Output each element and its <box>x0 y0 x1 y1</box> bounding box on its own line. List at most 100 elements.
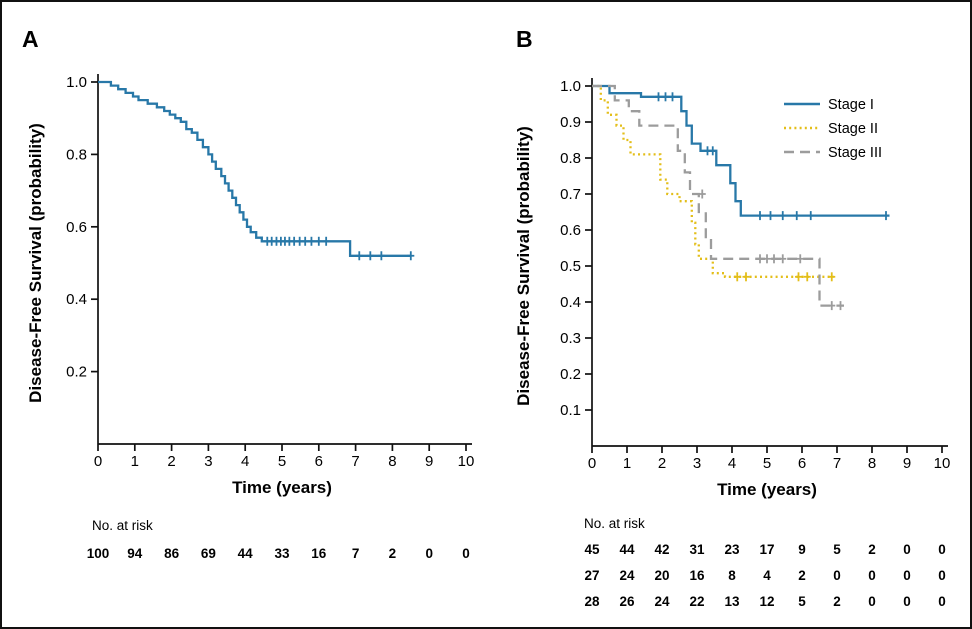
legend-item-stage-ii: Stage II <box>784 121 878 137</box>
y-tick-label: 1.0 <box>560 78 581 95</box>
y-tick-label: 0.4 <box>66 291 87 308</box>
censor-mark-stage-iii <box>828 301 836 311</box>
y-tick-label: 0.4 <box>560 294 581 311</box>
at-risk-count: 17 <box>759 542 774 557</box>
x-tick-label: 8 <box>868 455 876 472</box>
x-tick-label: 9 <box>425 453 433 470</box>
censor-mark-stage-i <box>882 211 890 221</box>
y-tick-label: 1.0 <box>66 74 87 91</box>
x-tick-label: 2 <box>658 455 666 472</box>
y-tick-label: 0.8 <box>66 146 87 163</box>
y-tick-label: 0.3 <box>560 330 581 347</box>
censor-mark-stage-i <box>709 146 717 156</box>
censor-mark-stage-i <box>756 211 764 221</box>
legend-item-stage-iii: Stage III <box>784 145 882 161</box>
censor-mark-stage-i <box>655 92 662 102</box>
x-tick-label: 2 <box>167 453 175 470</box>
at-risk-row-2: 27 24 20 16 8 4 2 0 0 0 0 <box>584 568 945 583</box>
at-risk-count: 5 <box>833 542 841 557</box>
at-risk-row-1: 100 94 86 69 44 33 16 7 2 0 0 <box>87 546 470 561</box>
panel-a-x-axis-label: Time (years) <box>232 478 332 497</box>
at-risk-count: 44 <box>619 542 635 557</box>
at-risk-row-1: 45 44 42 31 23 17 9 5 2 0 0 <box>584 542 945 557</box>
censor-mark-stage-iii <box>796 254 804 264</box>
at-risk-count: 28 <box>584 594 600 609</box>
at-risk-count: 13 <box>724 594 740 609</box>
at-risk-count: 23 <box>724 542 740 557</box>
y-tick-label: 0.8 <box>560 150 581 167</box>
censor-mark-stage-i <box>767 211 774 221</box>
panel-a-chart: 1.0 0.8 0.6 0.4 0.2 0 1 2 3 4 5 6 7 8 9 10 100 94 86 69 44 33… <box>66 74 475 561</box>
y-tick-label: 0.9 <box>560 114 581 131</box>
x-tick-label: 10 <box>934 455 951 472</box>
at-risk-count: 24 <box>654 594 670 609</box>
censor-mark-stage-i <box>662 92 669 102</box>
panel-b-chart: 1.00.90.80.70.60.50.40.30.20.10 1 2 3 4 5 6 7 8 9… <box>560 78 951 609</box>
x-tick-label: 10 <box>458 453 475 470</box>
censor-mark-stage-ii <box>828 272 836 282</box>
y-tick-label: 0.2 <box>560 366 581 383</box>
x-tick-label: 8 <box>388 453 396 470</box>
censor-mark-stage-i <box>793 211 801 221</box>
x-tick-label: 9 <box>903 455 911 472</box>
x-tick-label: 3 <box>693 455 701 472</box>
at-risk-count: 9 <box>798 542 806 557</box>
legend-item-stage-i: Stage I <box>784 97 874 113</box>
y-tick-label: 0.6 <box>560 222 581 239</box>
at-risk-count: 100 <box>87 546 110 561</box>
x-tick-label: 7 <box>833 455 841 472</box>
at-risk-count: 8 <box>728 568 736 583</box>
at-risk-count: 26 <box>619 594 635 609</box>
at-risk-count: 27 <box>584 568 599 583</box>
at-risk-count: 24 <box>619 568 635 583</box>
x-tick-label: 1 <box>623 455 631 472</box>
x-tick-label: 6 <box>315 453 323 470</box>
at-risk-count: 16 <box>689 568 705 583</box>
at-risk-count: 0 <box>868 594 876 609</box>
at-risk-count: 0 <box>903 568 911 583</box>
panel-a-y-axis-label: Disease-Free Survival (probability) <box>26 123 45 403</box>
x-tick-label: 0 <box>588 455 596 472</box>
km-curve-stage-ii <box>592 84 834 278</box>
at-risk-count: 86 <box>164 546 180 561</box>
panel-b-at-risk-label: No. at risk <box>584 516 645 531</box>
censor-mark-stage-i <box>807 211 815 221</box>
censor-mark-series-1 <box>322 236 330 246</box>
panel-b-y-axis-label: Disease-Free Survival (probability) <box>514 126 533 406</box>
at-risk-count: 44 <box>238 546 254 561</box>
y-tick-label: 0.6 <box>66 219 87 236</box>
at-risk-count: 22 <box>689 594 704 609</box>
legend-label: Stage II <box>828 121 878 137</box>
censor-mark-stage-iii <box>837 301 844 311</box>
at-risk-count: 2 <box>868 542 876 557</box>
at-risk-count: 45 <box>584 542 600 557</box>
censor-mark-stage-ii <box>733 272 741 282</box>
y-tick-label: 0.5 <box>560 258 581 275</box>
at-risk-count: 33 <box>274 546 290 561</box>
censor-mark-series-1 <box>315 236 323 246</box>
at-risk-row-3: 28 26 24 22 13 12 5 2 0 0 0 <box>584 594 945 609</box>
km-curve-stage-i <box>592 84 890 217</box>
panel-a-at-risk-label: No. at risk <box>92 518 153 533</box>
x-tick-label: 1 <box>131 453 139 470</box>
at-risk-count: 0 <box>462 546 470 561</box>
censor-mark-stage-ii <box>803 272 811 282</box>
at-risk-count: 0 <box>868 568 876 583</box>
at-risk-count: 12 <box>759 594 774 609</box>
censor-mark-series-1 <box>355 251 363 261</box>
at-risk-count: 0 <box>903 542 911 557</box>
at-risk-count: 0 <box>425 546 433 561</box>
legend-label: Stage III <box>828 145 882 161</box>
censor-mark-stage-iii <box>779 254 787 264</box>
censor-mark-stage-iii <box>763 254 771 264</box>
km-curve-stage-iii <box>592 84 844 307</box>
censor-mark-stage-iii <box>770 254 778 264</box>
x-tick-label: 4 <box>728 455 736 472</box>
censor-mark-stage-ii <box>795 272 802 282</box>
at-risk-count: 69 <box>201 546 216 561</box>
panel-a-letter: A <box>22 26 39 52</box>
censor-mark-series-1 <box>407 251 415 261</box>
at-risk-count: 2 <box>833 594 841 609</box>
at-risk-count: 0 <box>833 568 841 583</box>
at-risk-count: 0 <box>938 542 946 557</box>
